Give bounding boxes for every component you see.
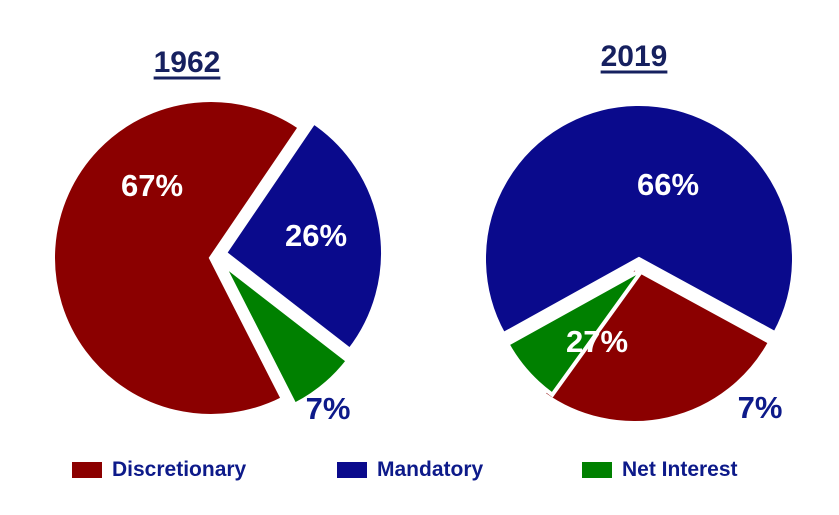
- data-label-mandatory-2019: 66%: [637, 167, 699, 202]
- legend-label-mandatory: Mandatory: [377, 458, 484, 481]
- legend-swatch-discretionary: [72, 462, 102, 478]
- legend: Discretionary Mandatory Net Interest: [0, 458, 839, 488]
- legend-label-net-interest: Net Interest: [622, 458, 738, 481]
- pie-chart-2019: 66% 27% 7% 2019: [482, 40, 796, 425]
- legend-label-discretionary: Discretionary: [112, 458, 247, 481]
- chart-title-2019: 2019: [601, 40, 668, 73]
- data-label-net-interest-2019: 7%: [738, 390, 783, 425]
- slice-discretionary-1962: [51, 98, 303, 418]
- data-label-mandatory-1962: 26%: [285, 218, 347, 253]
- data-label-discretionary-2019: 27%: [566, 324, 628, 359]
- slice-mandatory-1962: [222, 119, 385, 353]
- data-label-discretionary-1962: 67%: [121, 168, 183, 203]
- legend-item-net-interest: Net Interest: [582, 458, 738, 482]
- slice-net-interest-1962: [221, 262, 351, 408]
- legend-swatch-mandatory: [337, 462, 367, 478]
- chart-title-1962: 1962: [154, 46, 221, 79]
- legend-item-mandatory: Mandatory: [337, 458, 483, 482]
- slice-discretionary-2019: [540, 265, 773, 425]
- slice-mandatory-2019: [482, 102, 796, 337]
- slice-net-interest-2019: [504, 267, 645, 398]
- pie-chart-1962: 67% 26% 7% 1962: [51, 46, 385, 426]
- legend-item-discretionary: Discretionary: [72, 458, 246, 482]
- legend-swatch-net-interest: [582, 462, 612, 478]
- data-label-net-interest-1962: 7%: [306, 391, 351, 426]
